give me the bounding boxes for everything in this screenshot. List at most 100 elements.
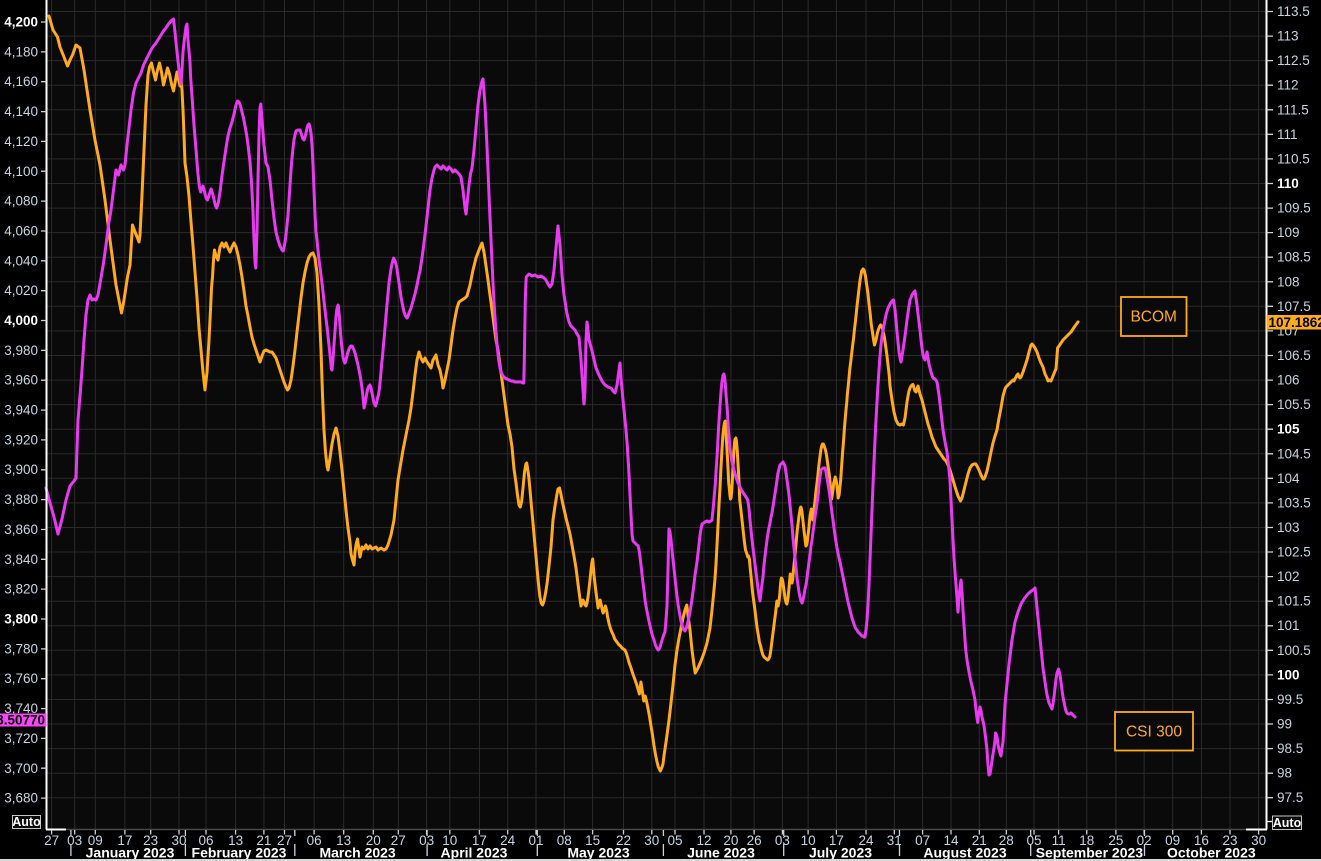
- svg-text:103.5: 103.5: [1277, 495, 1311, 510]
- svg-text:23: 23: [143, 833, 158, 848]
- svg-text:25: 25: [1108, 833, 1123, 848]
- svg-text:03: 03: [419, 833, 434, 848]
- svg-text:20: 20: [723, 833, 738, 848]
- svg-text:August 2023: August 2023: [923, 845, 1006, 861]
- svg-text:100: 100: [1277, 667, 1300, 682]
- svg-text:06: 06: [307, 833, 322, 848]
- svg-text:10: 10: [442, 833, 457, 848]
- svg-text:31: 31: [887, 833, 902, 848]
- svg-text:February 2023: February 2023: [192, 845, 287, 861]
- svg-text:September 2023: September 2023: [1036, 845, 1144, 861]
- svg-text:28: 28: [999, 833, 1014, 848]
- svg-text:April 2023: April 2023: [441, 845, 508, 861]
- svg-text:102: 102: [1277, 569, 1300, 584]
- svg-text:May 2023: May 2023: [567, 845, 629, 861]
- svg-text:20: 20: [366, 833, 381, 848]
- svg-text:June 2023: June 2023: [687, 845, 755, 861]
- svg-text:99: 99: [1277, 717, 1292, 732]
- svg-text:January 2023: January 2023: [86, 845, 175, 861]
- svg-text:Auto: Auto: [1273, 816, 1302, 830]
- svg-text:22: 22: [616, 833, 631, 848]
- svg-text:05: 05: [667, 833, 682, 848]
- svg-text:12: 12: [696, 833, 711, 848]
- svg-text:3.50770: 3.50770: [0, 713, 45, 728]
- svg-text:3,880: 3,880: [4, 492, 38, 507]
- svg-text:3,820: 3,820: [4, 582, 38, 597]
- svg-text:March 2023: March 2023: [319, 845, 395, 861]
- svg-text:107.5: 107.5: [1277, 299, 1311, 314]
- svg-text:06: 06: [198, 833, 213, 848]
- svg-text:4,000: 4,000: [4, 313, 38, 328]
- svg-text:3,680: 3,680: [4, 791, 38, 806]
- svg-text:Auto: Auto: [12, 815, 41, 829]
- svg-text:4,080: 4,080: [4, 194, 38, 209]
- svg-text:17: 17: [829, 833, 844, 848]
- svg-text:3,840: 3,840: [4, 552, 38, 567]
- svg-text:106: 106: [1277, 373, 1300, 388]
- svg-text:105.5: 105.5: [1277, 397, 1311, 412]
- svg-text:108: 108: [1277, 274, 1300, 289]
- svg-text:113.5: 113.5: [1277, 4, 1310, 19]
- svg-text:3,720: 3,720: [4, 731, 38, 746]
- svg-text:3,940: 3,940: [4, 403, 38, 418]
- svg-text:101: 101: [1277, 618, 1300, 633]
- svg-text:111.5: 111.5: [1277, 102, 1309, 117]
- svg-text:26: 26: [747, 833, 762, 848]
- svg-text:30: 30: [171, 833, 186, 848]
- svg-text:07: 07: [915, 833, 930, 848]
- svg-text:110.5: 110.5: [1277, 151, 1310, 166]
- svg-text:BCOM: BCOM: [1130, 309, 1177, 326]
- svg-text:17: 17: [117, 833, 132, 848]
- svg-text:98.5: 98.5: [1277, 741, 1303, 756]
- svg-text:107.1862: 107.1862: [1269, 315, 1321, 330]
- svg-text:3,900: 3,900: [4, 462, 38, 477]
- svg-text:112.5: 112.5: [1277, 53, 1310, 68]
- svg-text:105: 105: [1277, 422, 1300, 437]
- svg-text:101.5: 101.5: [1277, 594, 1311, 609]
- svg-text:24: 24: [858, 833, 874, 848]
- svg-text:4,200: 4,200: [4, 15, 38, 30]
- svg-text:111: 111: [1277, 127, 1298, 142]
- svg-text:13: 13: [228, 833, 243, 848]
- svg-text:09: 09: [1165, 833, 1180, 848]
- svg-text:30: 30: [644, 833, 659, 848]
- svg-text:01: 01: [528, 833, 543, 848]
- svg-text:4,180: 4,180: [4, 44, 38, 59]
- svg-text:3,960: 3,960: [4, 373, 38, 388]
- svg-text:17: 17: [472, 833, 487, 848]
- svg-text:4,040: 4,040: [4, 253, 38, 268]
- svg-text:4,060: 4,060: [4, 224, 38, 239]
- svg-text:112: 112: [1277, 78, 1299, 93]
- svg-text:27: 27: [391, 833, 406, 848]
- svg-text:08: 08: [557, 833, 572, 848]
- svg-text:4,120: 4,120: [4, 134, 38, 149]
- svg-text:4,140: 4,140: [4, 104, 38, 119]
- svg-text:10: 10: [801, 833, 816, 848]
- svg-text:109.5: 109.5: [1277, 201, 1311, 216]
- svg-text:109: 109: [1277, 225, 1300, 240]
- svg-text:21: 21: [256, 833, 271, 848]
- svg-text:113: 113: [1277, 29, 1299, 44]
- svg-text:3,780: 3,780: [4, 641, 38, 656]
- svg-text:102.5: 102.5: [1277, 545, 1311, 560]
- svg-text:02: 02: [1137, 833, 1152, 848]
- svg-text:30: 30: [1251, 833, 1266, 848]
- svg-text:3,760: 3,760: [4, 671, 38, 686]
- svg-text:15: 15: [585, 833, 600, 848]
- svg-text:11: 11: [1052, 833, 1066, 848]
- svg-text:99.5: 99.5: [1277, 692, 1303, 707]
- svg-text:104: 104: [1277, 471, 1300, 486]
- svg-text:4,160: 4,160: [4, 74, 38, 89]
- svg-text:103: 103: [1277, 520, 1300, 535]
- svg-text:104.5: 104.5: [1277, 446, 1311, 461]
- svg-text:106.5: 106.5: [1277, 348, 1311, 363]
- svg-text:3,700: 3,700: [4, 761, 38, 776]
- svg-text:July 2023: July 2023: [809, 845, 872, 861]
- svg-text:27: 27: [277, 833, 292, 848]
- svg-text:3,980: 3,980: [4, 343, 38, 358]
- svg-text:97.5: 97.5: [1277, 790, 1303, 805]
- svg-text:16: 16: [1194, 833, 1209, 848]
- svg-text:100.5: 100.5: [1277, 643, 1311, 658]
- svg-text:03: 03: [67, 833, 82, 848]
- svg-text:3,800: 3,800: [4, 612, 38, 627]
